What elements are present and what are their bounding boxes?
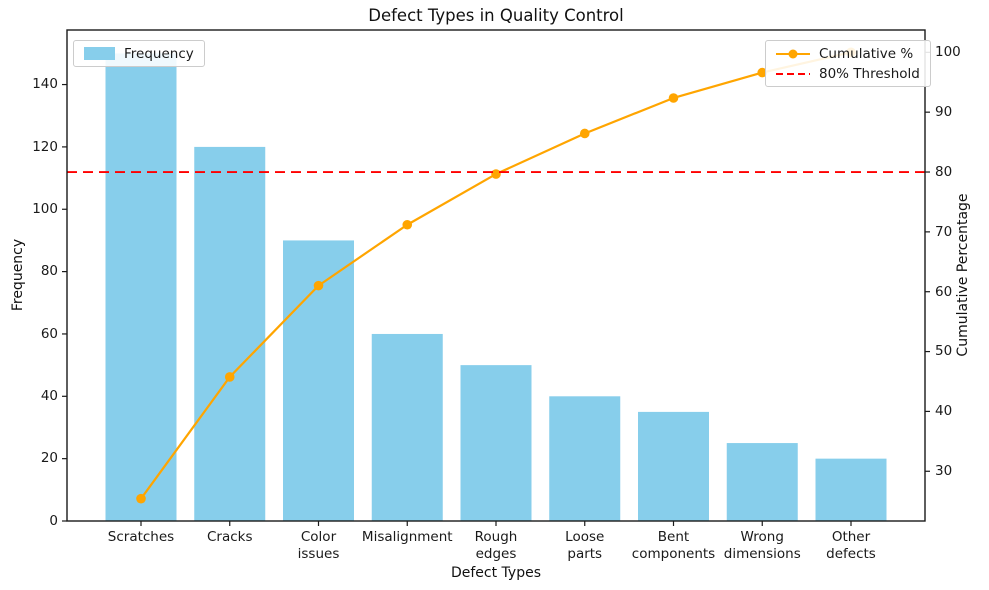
x-tick-label: Cracks: [206, 529, 253, 545]
left-tick-label: 120: [32, 138, 58, 155]
right-tick-label: 80: [935, 163, 953, 180]
legend-label-cumulative: Cumulative %: [819, 45, 914, 62]
right-tick-label: 30: [935, 463, 953, 480]
x-tick-label: Misalignment: [361, 529, 453, 545]
cumulative-marker-6: [668, 93, 679, 103]
cumulative-marker-3: [402, 219, 413, 230]
cumulative-marker-7: [757, 67, 768, 78]
left-tick-label: 80: [40, 263, 58, 280]
x-tick-label: Loose parts: [565, 529, 605, 562]
bar-scratches: [105, 53, 177, 521]
x-tick-label: Wrong dimensions: [723, 529, 801, 562]
left-tick-label: 100: [32, 201, 58, 218]
right-tick-label: 50: [935, 343, 953, 360]
legend-item-frequency: Frequency: [84, 45, 194, 62]
x-tick-label: Scratches: [107, 529, 175, 545]
legend-frequency: Frequency: [73, 40, 205, 67]
bar-rough-edges: [460, 365, 532, 521]
cumulative-line-icon: [776, 48, 810, 60]
cumulative-marker-2: [313, 280, 324, 291]
left-tick-label: 20: [40, 450, 58, 467]
left-tick-label: 60: [40, 325, 58, 342]
right-tick-label: 40: [935, 403, 953, 420]
left-tick-label: 140: [32, 76, 58, 93]
x-tick-label: Bent components: [631, 529, 716, 562]
cumulative-marker-sample: [788, 49, 798, 58]
legend-item-cumulative: Cumulative %: [776, 45, 920, 62]
cumulative-marker-1: [224, 372, 235, 382]
threshold-line-icon: [776, 72, 810, 75]
right-tick-label: 70: [935, 223, 953, 240]
left-tick-label: 0: [49, 512, 58, 529]
frequency-swatch-icon: [84, 47, 115, 60]
legend-cumulative: Cumulative % 80% Threshold: [765, 40, 931, 87]
y-axis-label-right: Cumulative Percentage: [955, 193, 971, 357]
x-tick-label: Color issues: [297, 529, 340, 562]
cumulative-marker-0: [136, 493, 146, 504]
bar-other-defects: [815, 458, 887, 521]
x-tick-label: Rough edges: [474, 529, 518, 562]
bar-loose-parts: [549, 396, 621, 521]
bar-bent-components: [638, 411, 709, 521]
legend-item-threshold: 80% Threshold: [776, 65, 920, 82]
bar-cracks: [194, 146, 266, 521]
left-tick-label: 40: [40, 388, 58, 405]
legend-label-threshold: 80% Threshold: [819, 65, 920, 82]
x-tick-label: Other defects: [826, 529, 876, 562]
cumulative-marker-5: [579, 128, 590, 139]
chart-title: Defect Types in Quality Control: [368, 6, 624, 25]
x-axis-label: Defect Types: [450, 565, 542, 581]
right-tick-label: 100: [935, 44, 961, 61]
bar-misalignment: [371, 333, 443, 521]
right-tick-label: 60: [935, 283, 953, 300]
bar-wrong-dimensions: [726, 443, 798, 521]
right-tick-label: 90: [935, 103, 953, 120]
legend-label-frequency: Frequency: [124, 45, 194, 62]
cumulative-marker-4: [491, 169, 501, 179]
